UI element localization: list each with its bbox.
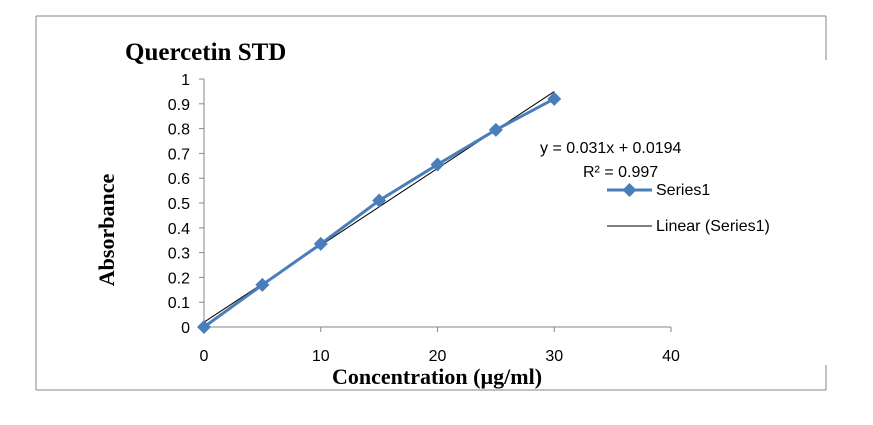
legend-item-linear: Linear (Series1) xyxy=(607,218,770,235)
y-tick-label: 0.9 xyxy=(168,97,190,114)
y-tick-label: 0.2 xyxy=(168,270,190,287)
chart-title: Quercetin STD xyxy=(125,39,286,66)
y-tick-label: 0 xyxy=(181,320,190,337)
data-point xyxy=(488,122,503,137)
x-axis-ticks: 0 10 20 30 40 xyxy=(200,327,680,365)
legend-item-series1: Series1 xyxy=(607,182,710,199)
data-point xyxy=(255,277,270,292)
series-layer xyxy=(197,91,562,334)
y-tick-label: 0.8 xyxy=(168,122,190,139)
y-tick-label: 0.1 xyxy=(168,295,190,312)
data-point xyxy=(372,193,387,208)
y-tick-label: 0.7 xyxy=(168,146,190,163)
data-point xyxy=(547,91,562,106)
legend-linear-label: Linear (Series1) xyxy=(656,218,770,235)
chart-border xyxy=(35,15,827,391)
data-point xyxy=(430,157,445,172)
y-tick-label: 0.4 xyxy=(168,221,190,238)
series-line xyxy=(203,97,555,329)
trendline-equation: y = 0.031x + 0.0194 xyxy=(540,140,682,157)
y-tick-label: 0.3 xyxy=(168,246,190,263)
y-axis-ticks: 0 0.1 0.2 0.3 0.4 0.5 0.6 0.7 0.8 0.9 1 xyxy=(168,72,204,337)
legend-series1-marker xyxy=(622,183,637,197)
data-point xyxy=(313,236,328,251)
x-axis-title: Concentration (µg/ml) xyxy=(332,364,542,389)
legend: Series1 Linear (Series1) xyxy=(607,182,770,235)
x-tick-label: 40 xyxy=(662,348,680,365)
y-tick-label: 0.5 xyxy=(168,196,190,213)
x-tick-label: 0 xyxy=(200,348,209,365)
axes xyxy=(203,79,671,328)
y-tick-label: 1 xyxy=(181,72,190,89)
y-tick-label: 0.6 xyxy=(168,171,190,188)
x-tick-label: 30 xyxy=(545,348,563,365)
y-axis-title: Absorbance xyxy=(94,174,119,287)
x-tick-label: 10 xyxy=(312,348,330,365)
trendline-r2: R² = 0.997 xyxy=(583,164,658,181)
legend-series1-label: Series1 xyxy=(656,182,710,199)
data-point xyxy=(197,320,211,334)
x-tick-label: 20 xyxy=(429,348,447,365)
